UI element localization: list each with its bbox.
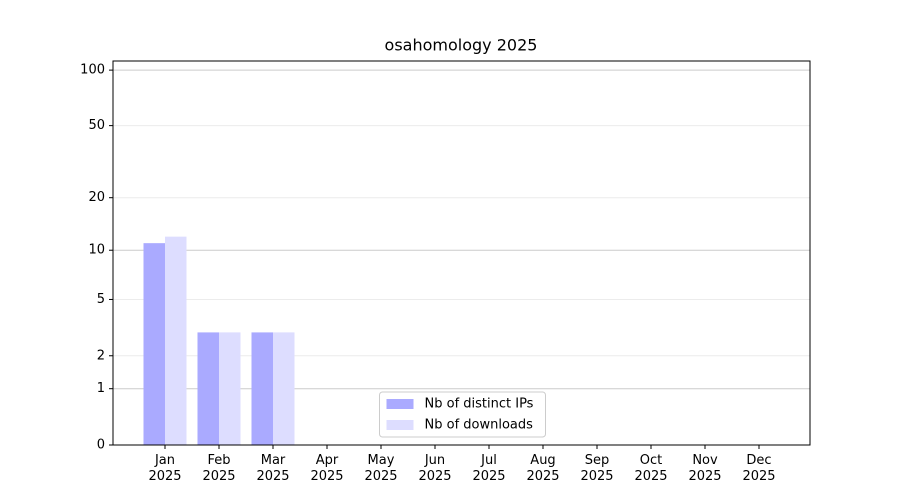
y-tick-label: 50 bbox=[88, 118, 105, 133]
x-tick-label: Aug 2025 bbox=[526, 453, 560, 484]
bar bbox=[219, 332, 241, 445]
y-tick-label: 100 bbox=[80, 63, 105, 78]
y-tick-label: 20 bbox=[88, 190, 105, 205]
bar bbox=[251, 332, 273, 445]
x-tick-label: Jan 2025 bbox=[148, 453, 182, 484]
x-tick-label: Dec 2025 bbox=[742, 453, 776, 484]
bar bbox=[165, 236, 187, 445]
x-tick-label: Feb 2025 bbox=[202, 453, 236, 484]
x-tick-label: Mar 2025 bbox=[256, 453, 290, 484]
legend-box bbox=[379, 391, 546, 438]
legend-label: Nb of downloads bbox=[425, 418, 534, 433]
y-tick-label: 2 bbox=[97, 348, 105, 363]
x-tick-label: Sep 2025 bbox=[580, 453, 614, 484]
x-tick-label: Oct 2025 bbox=[634, 453, 668, 484]
legend-swatch bbox=[386, 420, 414, 430]
x-tick-label: Apr 2025 bbox=[310, 453, 344, 484]
bar bbox=[197, 332, 219, 445]
x-tick-label: Jul 2025 bbox=[472, 453, 506, 484]
legend-label: Nb of distinct IPs bbox=[425, 397, 534, 412]
y-tick-label: 5 bbox=[97, 292, 105, 307]
y-tick-label: 0 bbox=[97, 438, 105, 453]
bar bbox=[273, 332, 295, 445]
x-tick-label: May 2025 bbox=[364, 453, 398, 484]
legend: Nb of distinct IPs Nb of downloads bbox=[379, 391, 546, 438]
x-tick-label: Nov 2025 bbox=[688, 453, 722, 484]
legend-swatch bbox=[386, 399, 414, 409]
y-tick-label: 10 bbox=[88, 243, 105, 258]
y-tick-label: 1 bbox=[97, 381, 105, 396]
x-tick-label: Jun 2025 bbox=[418, 453, 452, 484]
chart-title: osahomology 2025 bbox=[385, 36, 538, 55]
bar bbox=[143, 243, 165, 445]
plot-frame bbox=[112, 60, 811, 446]
